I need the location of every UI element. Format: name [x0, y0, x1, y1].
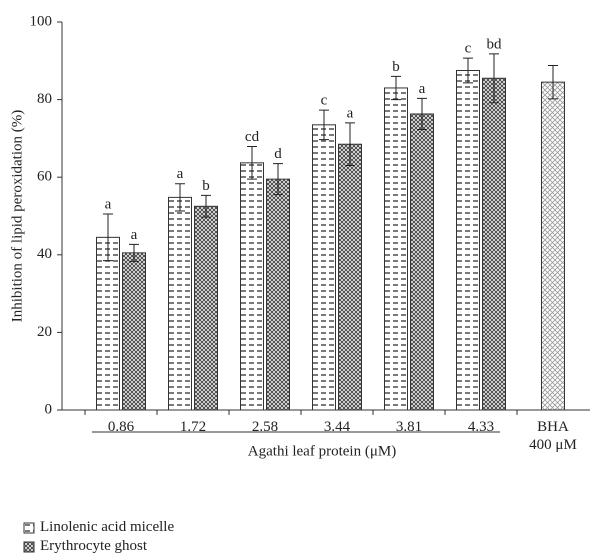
error-bar — [391, 75, 401, 101]
x-tick-label: BHA 400 μM — [529, 419, 577, 453]
bar — [482, 77, 506, 411]
significance-letter: b — [202, 178, 210, 194]
error-bar — [319, 109, 329, 141]
x-tick-label: 4.33 — [467, 419, 495, 435]
x-tick-label: 1.72 — [179, 419, 207, 435]
bar — [194, 205, 218, 411]
y-tick-label: 100 — [30, 13, 53, 29]
significance-letter: bd — [487, 36, 503, 52]
x-tick-label: 0.86 — [107, 419, 135, 435]
significance-letter: d — [274, 146, 282, 162]
bar — [240, 162, 264, 411]
legend-label: Linolenic acid micelle — [40, 519, 175, 535]
error-bar — [273, 163, 283, 196]
x-tick-label: 2.58 — [251, 419, 279, 435]
y-axis-label: Inhibition of lipid peroxidation (%) — [9, 110, 25, 322]
bar — [456, 70, 480, 411]
error-bar — [129, 243, 139, 262]
y-tick-label: 40 — [37, 246, 52, 262]
error-bar — [345, 122, 355, 167]
error-bar — [201, 194, 211, 218]
error-bar — [247, 146, 257, 180]
legend-swatch — [23, 522, 35, 534]
significance-letter: c — [321, 93, 328, 109]
error-bar — [103, 213, 113, 262]
bar — [266, 178, 290, 411]
error-bar — [175, 183, 185, 212]
y-tick-label: 20 — [37, 324, 52, 340]
error-bar — [463, 57, 473, 84]
significance-letter: b — [392, 59, 400, 75]
y-tick-label: 0 — [45, 401, 53, 417]
significance-letter: c — [465, 41, 472, 57]
significance-letter: a — [419, 81, 426, 97]
x-tick-label: 3.44 — [323, 419, 351, 435]
significance-letter: a — [177, 166, 184, 182]
bar — [338, 143, 362, 411]
y-tick-label: 60 — [37, 169, 52, 185]
significance-letter: cd — [245, 129, 260, 145]
error-bar — [548, 64, 558, 100]
bar — [96, 236, 120, 411]
y-tick-label: 80 — [37, 91, 52, 107]
x-axis-label: Agathi leaf protein (μM) — [248, 443, 396, 459]
significance-letter: a — [105, 196, 112, 212]
bar — [541, 81, 565, 411]
error-bar — [417, 97, 427, 130]
bar — [384, 87, 408, 411]
bar — [122, 252, 146, 411]
bar — [312, 124, 336, 411]
significance-letter: a — [347, 105, 354, 121]
error-bar — [489, 53, 499, 104]
legend-swatch — [23, 541, 35, 553]
legend-label: Erythrocyte ghost — [40, 538, 148, 554]
bar — [168, 196, 192, 411]
x-tick-label: 3.81 — [395, 419, 423, 435]
significance-letter: a — [131, 227, 138, 243]
bar — [410, 113, 434, 411]
